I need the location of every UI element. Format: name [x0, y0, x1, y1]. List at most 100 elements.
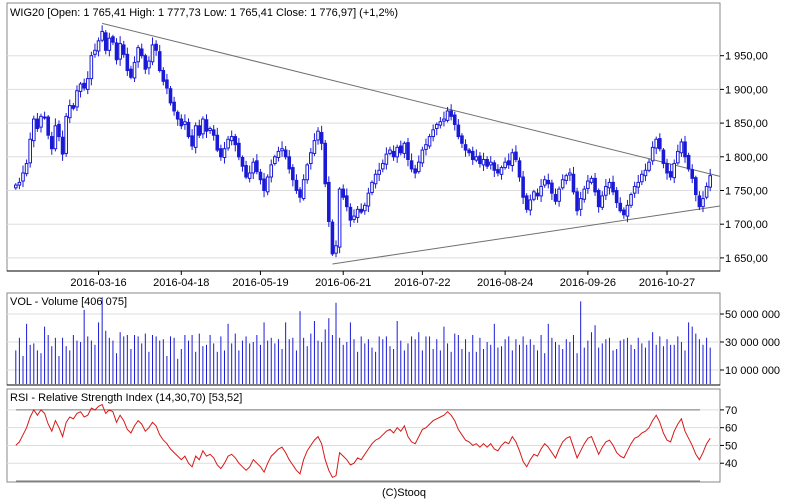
price-y-tick-label: 1 650,00 [725, 253, 768, 265]
candle-body [75, 90, 79, 108]
candle-body [665, 163, 669, 174]
candle-body [686, 154, 691, 170]
candle-body [463, 144, 468, 151]
candle-body [150, 44, 155, 63]
candle-body [78, 83, 83, 92]
candle-body [215, 134, 220, 151]
upper-trendline [102, 22, 721, 177]
rsi-panel-frame [6, 388, 721, 483]
candle-body [305, 164, 310, 181]
candle-body [14, 184, 18, 189]
candle-body [539, 185, 543, 197]
price-x-tick-label: 2016-07-22 [394, 277, 450, 289]
candle-body [100, 30, 104, 41]
candle-body [452, 114, 457, 125]
candle-body [586, 180, 590, 189]
price-y-ticks: 1 650,00 1 700,00 1 750,00 1 800,00 1 850,00… [720, 51, 768, 265]
candle-body [658, 138, 662, 150]
candle-body [514, 151, 518, 160]
rsi-levels [16, 409, 700, 482]
candle-body [553, 194, 558, 202]
candle-body [89, 55, 94, 80]
candle-body [409, 160, 414, 170]
rsi-line [15, 403, 711, 479]
candle-body [427, 136, 432, 147]
candle-body [377, 169, 381, 175]
candle-body [503, 161, 507, 169]
candle-body [291, 167, 295, 181]
candle-body [35, 118, 40, 129]
candle-body [546, 179, 551, 185]
price-y-tick-label: 1 700,00 [725, 219, 768, 231]
candle-body [46, 116, 50, 136]
candle-body [298, 189, 302, 198]
rsi-y-tick-label: 50 [725, 440, 737, 452]
candle-body [363, 204, 367, 212]
candle-body [380, 163, 385, 170]
candle-body [111, 36, 115, 43]
candle-body [330, 221, 335, 255]
candle-body [219, 148, 223, 158]
candle-body [341, 188, 346, 198]
candle-body [474, 156, 479, 161]
candle-body [510, 152, 515, 167]
candle-body [244, 165, 248, 178]
candle-body [60, 136, 65, 155]
price-y-tick-label: 1 900,00 [725, 84, 768, 96]
candle-body [53, 125, 58, 150]
candle-body [467, 149, 471, 154]
candle-body [348, 206, 353, 221]
candle-body [370, 181, 374, 194]
candle-body [28, 138, 32, 164]
candle-body [661, 149, 666, 165]
candle-body [445, 110, 450, 121]
candle-body [478, 155, 482, 165]
candle-body [269, 164, 274, 178]
candle-body [416, 161, 421, 173]
candle-body [632, 185, 637, 194]
candle-body [276, 150, 281, 158]
candle-body [24, 163, 29, 175]
candle-body [118, 43, 122, 60]
candle-body [622, 209, 626, 216]
candle-body [582, 188, 587, 200]
volume-panel: 10 000 000 30 000 000 50 000 000 VOL - Vol… [6, 292, 780, 386]
candle-body [85, 78, 90, 90]
price-panel: 1 650,00 1 700,00 1 750,00 1 800,00 1 850,00… [6, 2, 768, 289]
candle-body [524, 195, 529, 210]
candle-body [611, 181, 615, 193]
candle-body [398, 145, 403, 154]
candle-body [208, 127, 212, 132]
candle-body [388, 149, 392, 154]
candle-body [93, 49, 97, 55]
candle-body [183, 121, 187, 125]
candle-body [629, 194, 633, 206]
candle-body [222, 148, 227, 158]
lower-trendline [332, 205, 721, 265]
candle-body [431, 129, 435, 138]
candle-body [557, 188, 561, 202]
candle-body [402, 142, 407, 154]
candle-body [470, 150, 475, 160]
volume-y-tick-label: 30 000 000 [725, 337, 780, 349]
candle-body [125, 53, 130, 72]
candle-body [211, 129, 216, 136]
candle-body [449, 110, 453, 117]
price-title: WIG20 [Open: 1 765,41 High: 1 777,73 Low… [10, 7, 398, 19]
candle-body [373, 173, 378, 185]
candle-body [247, 172, 252, 179]
candle-body [49, 136, 54, 150]
candle-body [690, 169, 695, 179]
candle-body [103, 32, 108, 51]
candle-body [287, 156, 292, 170]
candle-body [96, 40, 101, 52]
candle-body [179, 118, 184, 127]
candle-body [488, 161, 493, 166]
candle-body [312, 140, 317, 154]
volume-grid [7, 313, 720, 371]
candle-body [71, 105, 76, 109]
candle-body [701, 198, 705, 208]
candle-body [596, 189, 601, 208]
candle-body [694, 177, 698, 196]
